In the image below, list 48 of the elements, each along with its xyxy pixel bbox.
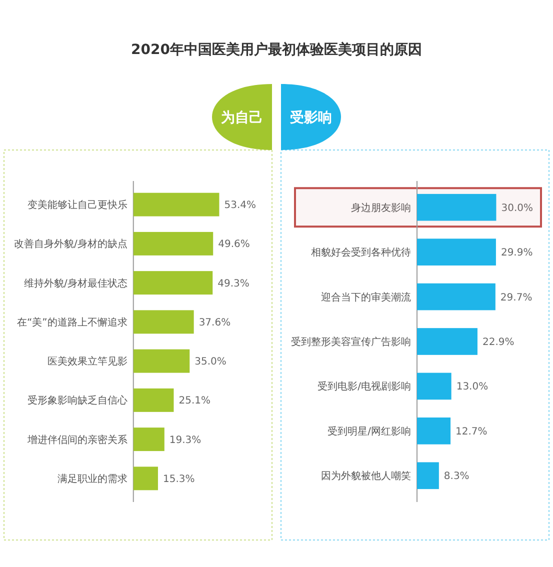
y-tick-label: 改善自身外貌/身材的缺点 [14, 238, 128, 250]
bar [133, 428, 164, 452]
bar [417, 372, 452, 400]
data-label: 30.0% [501, 202, 533, 214]
bar [133, 466, 158, 490]
y-tick-label: 维持外貌/身材最佳状态 [24, 277, 128, 290]
data-label: 37.6% [198, 317, 231, 328]
bar [417, 462, 439, 490]
data-label: 13.0% [456, 382, 488, 393]
bar [133, 271, 213, 295]
chart-subtitle: 为自己 [221, 110, 263, 126]
data-label: 53.4% [224, 200, 256, 212]
y-tick-label: 变美能够让自己更快乐 [27, 199, 128, 212]
bar [417, 238, 496, 266]
bar [417, 194, 496, 221]
y-tick-label: 受到明星/网红影响 [328, 425, 411, 438]
bar [133, 388, 174, 412]
data-label: 12.7% [456, 426, 488, 438]
chart-subtitle: 受影响 [290, 110, 332, 126]
y-tick-label: 身边朋友影响 [351, 202, 411, 214]
y-tick-label: 增进伴侣间的亲密关系 [26, 434, 128, 446]
data-label: 19.3% [169, 434, 202, 446]
y-tick-label: 因为外貌被他人嘲笑 [321, 470, 411, 482]
y-tick-label: 受形象影响缺乏自信心 [27, 394, 128, 407]
y-tick-label: 迎合当下的审美潮流 [321, 291, 411, 304]
bar [417, 328, 478, 355]
bar [133, 349, 190, 373]
y-tick-label: 在“美”的道路上不懈追求 [17, 316, 128, 328]
data-label: 15.3% [162, 474, 195, 485]
bar [133, 192, 220, 216]
y-tick-label: 相貌好会受到各种优待 [311, 246, 411, 259]
data-label: 29.7% [500, 292, 532, 304]
data-label: 29.9% [500, 248, 533, 259]
data-label: 49.3% [218, 278, 250, 290]
bar [417, 418, 451, 444]
bar [133, 310, 194, 334]
data-label: 8.3% [444, 471, 470, 482]
bar [417, 283, 496, 310]
text: 2020年中国医美用户最初体验医美项目的原因 [131, 41, 422, 58]
y-tick-label: 医美效果立竿见影 [47, 356, 128, 368]
data-label: 25.1% [178, 396, 211, 407]
bar [133, 232, 214, 256]
y-tick-label: 满足职业的需求 [57, 472, 128, 485]
data-label: 49.6% [218, 239, 250, 250]
y-tick-label: 受到整形美容宣传广告影响 [291, 336, 411, 348]
y-tick-label: 受到电影/电视剧影响 [318, 380, 411, 393]
data-label: 22.9% [482, 337, 514, 348]
data-label: 35.0% [194, 356, 226, 368]
